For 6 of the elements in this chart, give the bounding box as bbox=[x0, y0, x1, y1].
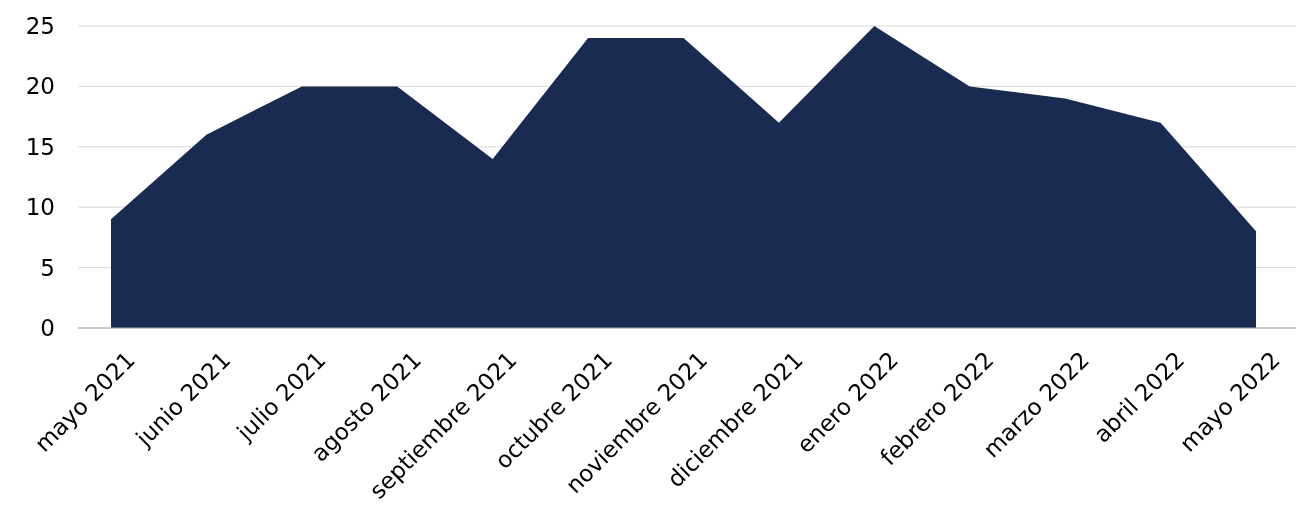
y-tick-label: 10 bbox=[25, 194, 55, 221]
y-tick-label: 15 bbox=[25, 133, 55, 160]
y-tick-label: 5 bbox=[40, 254, 55, 281]
y-tick-label: 25 bbox=[25, 13, 55, 40]
y-tick-label: 0 bbox=[40, 315, 55, 342]
y-tick-label: 20 bbox=[25, 73, 55, 100]
